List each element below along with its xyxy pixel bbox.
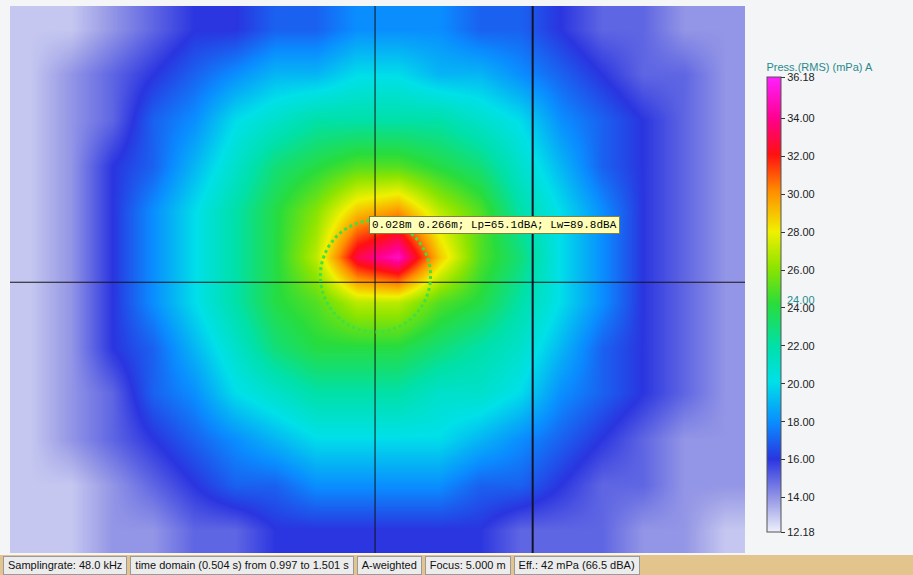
svg-text:32.00: 32.00 bbox=[787, 150, 815, 162]
svg-text:12.18: 12.18 bbox=[787, 526, 815, 538]
svg-text:Press.(RMS) (mPa) A: Press.(RMS) (mPa) A bbox=[767, 61, 873, 73]
svg-text:30.00: 30.00 bbox=[787, 188, 815, 200]
html-text:time domain (0.504 s) from 0.9: time domain (0.504 s) from 0.997 to 1.50… bbox=[135, 559, 349, 571]
svg-text:0.028m 0.266m; Lp=65.1dBA; Lw=: 0.028m 0.266m; Lp=65.1dBA; Lw=89.8dBA bbox=[372, 219, 617, 231]
svg-text:26.00: 26.00 bbox=[787, 264, 815, 276]
svg-text:36.18: 36.18 bbox=[787, 71, 815, 83]
html-text:Samplingrate: 48.0 kHz: Samplingrate: 48.0 kHz bbox=[8, 559, 123, 571]
svg-text:24.00: 24.00 bbox=[787, 294, 815, 306]
html-text:Focus: 5.000 m: Focus: 5.000 m bbox=[429, 559, 506, 571]
svg-text:16.00: 16.00 bbox=[787, 453, 815, 465]
svg-text:34.00: 34.00 bbox=[787, 112, 815, 124]
svg-text:22.00: 22.00 bbox=[787, 340, 815, 352]
html-text:Eff.: 42 mPa (66.5 dBA): Eff.: 42 mPa (66.5 dBA) bbox=[518, 559, 635, 571]
svg-text:24.00: 24.00 bbox=[787, 302, 815, 314]
svg-text:14.00: 14.00 bbox=[787, 491, 815, 503]
svg-text:18.00: 18.00 bbox=[787, 416, 815, 428]
svg-text:28.00: 28.00 bbox=[787, 226, 815, 238]
svg-text:20.00: 20.00 bbox=[787, 378, 815, 390]
html-text:A-weighted: A-weighted bbox=[361, 559, 417, 571]
